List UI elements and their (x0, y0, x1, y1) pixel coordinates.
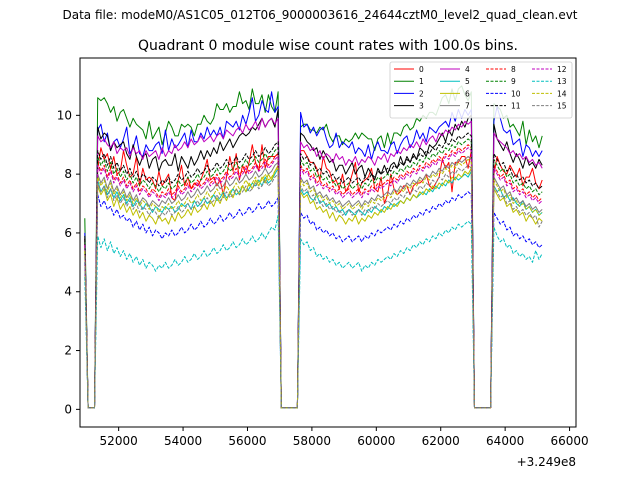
legend-label-12: 12 (557, 65, 567, 74)
figure-suptitle: Data file: modeM0/AS1C05_012T06_90000036… (62, 8, 578, 22)
legend-label-11: 11 (511, 102, 521, 111)
x-tick-label: 66000 (550, 434, 588, 448)
x-offset-text: +3.249e8 (517, 455, 576, 469)
y-tick-label: 6 (64, 226, 72, 240)
series-line-15 (84, 164, 543, 409)
legend-label-7: 7 (465, 102, 470, 111)
x-tick-label: 52000 (100, 434, 138, 448)
axes-frame (79, 57, 577, 428)
legend-label-6: 6 (465, 89, 470, 98)
x-tick-label: 58000 (293, 434, 331, 448)
series-line-7 (84, 156, 543, 409)
legend-label-0: 0 (419, 65, 424, 74)
series-line-9 (84, 138, 543, 409)
x-tick-label: 62000 (422, 434, 460, 448)
legend-label-3: 3 (419, 102, 424, 111)
legend-label-2: 2 (419, 89, 424, 98)
x-tick-label: 60000 (357, 434, 395, 448)
y-tick-label: 2 (64, 344, 72, 358)
series-line-11 (84, 132, 543, 409)
legend-label-5: 5 (465, 77, 470, 86)
legend-label-8: 8 (511, 65, 516, 74)
series-line-12 (84, 147, 543, 409)
axis-ticks: 52000 54000 56000 58000 60000 62000 64000 66000… (57, 108, 589, 448)
series-line-4 (84, 117, 543, 409)
series-line-14 (84, 158, 543, 409)
x-tick-label: 64000 (486, 434, 524, 448)
legend-label-14: 14 (557, 89, 567, 98)
y-tick-label: 8 (64, 167, 72, 181)
plot-area (84, 85, 543, 409)
legend-label-15: 15 (557, 102, 567, 111)
legend-label-10: 10 (511, 89, 521, 98)
series-line-8 (84, 144, 543, 409)
chart-title: Quadrant 0 module wise count rates with … (138, 38, 518, 54)
series-line-13 (84, 214, 543, 409)
series-line-3 (84, 109, 543, 409)
legend-label-1: 1 (419, 77, 424, 86)
series-line-6 (84, 164, 543, 409)
legend-box (389, 61, 573, 119)
x-tick-label: 56000 (228, 434, 266, 448)
x-tick-label: 54000 (164, 434, 202, 448)
y-tick-label: 0 (64, 402, 72, 416)
legend-label-4: 4 (465, 65, 470, 74)
y-tick-label: 4 (64, 285, 72, 299)
y-tick-label: 10 (57, 108, 72, 122)
series-line-10 (84, 191, 543, 409)
legend-label-9: 9 (511, 77, 516, 86)
legend-label-13: 13 (557, 77, 567, 86)
